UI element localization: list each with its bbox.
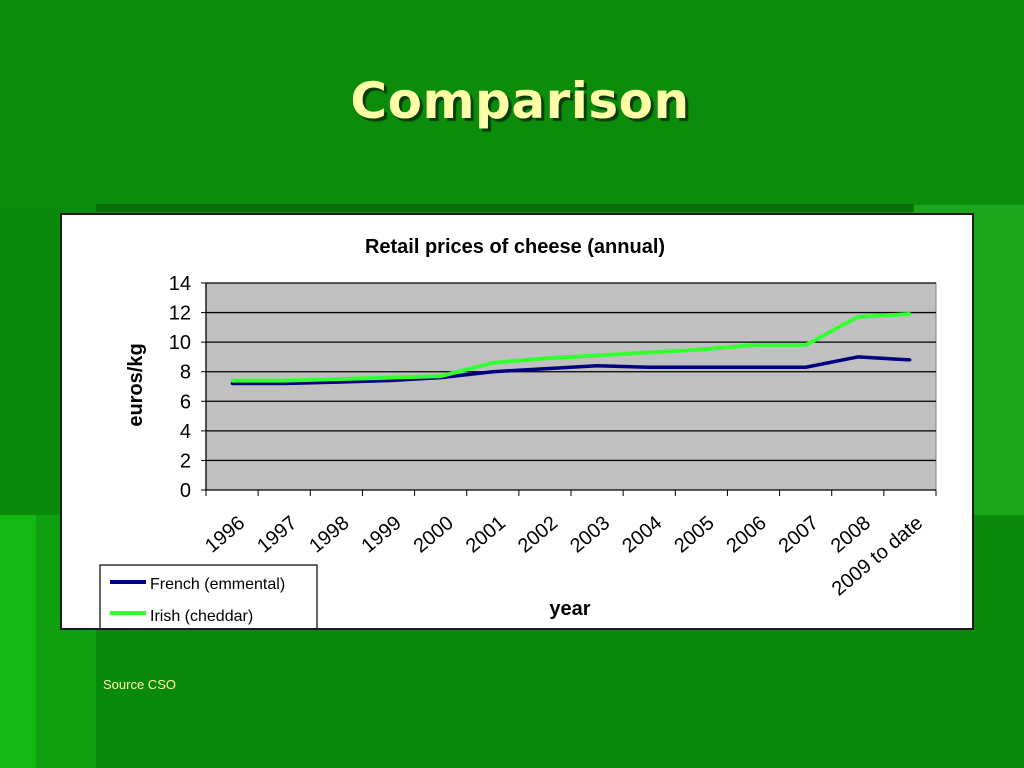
- cheese-price-chart: Retail prices of cheese (annual) 0 2 4 6 8 10…: [99, 236, 937, 630]
- y-tick-label: 8: [180, 362, 191, 384]
- x-tick-label: 2003: [566, 512, 614, 557]
- y-tick-label: 2: [180, 450, 191, 472]
- x-tick-label: 2009 to date: [828, 512, 927, 600]
- x-tick-label: 2007: [775, 512, 823, 557]
- legend: French (emmental) Irish (cheddar): [99, 564, 318, 630]
- y-tick-label: 14: [169, 273, 191, 295]
- y-tick-label: 12: [169, 303, 191, 325]
- data-point-french: [387, 379, 390, 383]
- x-tick-label: 2006: [722, 512, 770, 557]
- x-tick-label: 1999: [357, 512, 405, 557]
- data-point-french: [282, 382, 286, 386]
- y-axis-label: euros/kg: [125, 343, 147, 426]
- data-point-irish: [543, 356, 547, 360]
- background-band-top: [0, 0, 1024, 210]
- y-tick-label: 4: [180, 421, 191, 443]
- data-point-irish: [387, 376, 390, 380]
- data-point-french: [699, 365, 703, 369]
- x-tick-label: 1996: [201, 512, 249, 557]
- data-point-french: [856, 355, 860, 359]
- chart-title: Retail prices of cheese (annual): [365, 236, 665, 258]
- x-tick-label: 2005: [670, 512, 718, 557]
- data-point-irish: [699, 348, 703, 352]
- data-point-french: [491, 370, 495, 374]
- data-point-irish: [804, 343, 808, 347]
- data-point-french: [647, 365, 651, 369]
- legend-label-irish: Irish (cheddar): [150, 608, 253, 625]
- chart-shadow: [96, 204, 914, 212]
- x-tick-label: 2002: [514, 512, 562, 557]
- series-line-french: [232, 355, 911, 386]
- x-tick-label: 2001: [462, 512, 510, 557]
- data-point-irish: [908, 312, 912, 316]
- legend-box: [99, 564, 318, 630]
- data-point-french: [334, 380, 338, 384]
- x-tick-label: 2000: [410, 512, 458, 557]
- data-point-irish: [491, 361, 495, 365]
- chart-container: Retail prices of cheese (annual) 0 2 4 6 8 10…: [60, 213, 974, 630]
- data-point-french: [230, 382, 234, 386]
- x-axis-label: year: [549, 598, 590, 620]
- source-note: Source CSO: [103, 677, 176, 692]
- data-point-french: [752, 365, 755, 369]
- data-point-irish: [230, 379, 234, 383]
- data-point-irish: [439, 374, 443, 378]
- data-point-french: [908, 358, 912, 362]
- data-point-irish: [334, 377, 338, 381]
- series-line-irish: [232, 312, 911, 383]
- data-point-french: [543, 367, 547, 371]
- y-tick-label: 10: [169, 332, 191, 354]
- data-point-irish: [282, 379, 286, 383]
- x-tick-label: 2004: [618, 512, 666, 557]
- slide-title: Comparison: [350, 72, 690, 130]
- data-point-irish: [752, 343, 755, 347]
- y-tick-label: 6: [180, 391, 191, 413]
- plot-area: [205, 282, 937, 491]
- background-band-left: [0, 515, 36, 768]
- x-tick-label: 1997: [253, 512, 301, 557]
- data-point-irish: [856, 315, 860, 319]
- x-tick-label: 1998: [305, 512, 353, 557]
- data-point-irish: [595, 353, 599, 357]
- legend-label-french: French (emmental): [150, 576, 285, 593]
- data-point-french: [595, 364, 599, 368]
- data-point-irish: [647, 350, 651, 354]
- y-tick-label: 0: [180, 480, 191, 502]
- data-point-french: [804, 365, 808, 369]
